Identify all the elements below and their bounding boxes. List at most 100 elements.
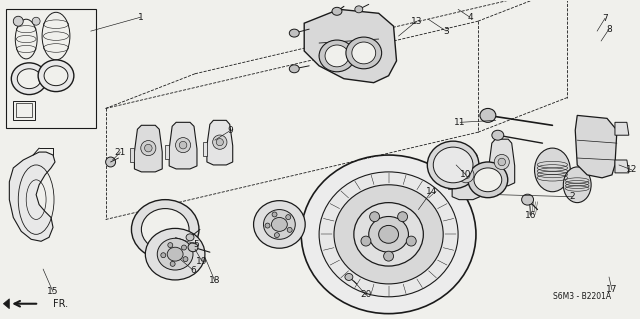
Ellipse shape — [332, 7, 342, 15]
Circle shape — [145, 144, 152, 152]
Bar — [13, 100, 35, 120]
Text: 11: 11 — [454, 118, 466, 127]
Circle shape — [406, 236, 416, 246]
Text: 18: 18 — [209, 277, 221, 286]
Ellipse shape — [468, 162, 508, 198]
Text: 14: 14 — [426, 187, 437, 196]
Circle shape — [179, 141, 187, 149]
Polygon shape — [575, 115, 617, 178]
Circle shape — [168, 243, 173, 248]
Circle shape — [13, 16, 23, 26]
Text: 12: 12 — [626, 166, 637, 174]
Ellipse shape — [352, 42, 376, 64]
Polygon shape — [485, 162, 489, 176]
Ellipse shape — [319, 172, 458, 297]
Circle shape — [182, 245, 186, 250]
Text: 7: 7 — [602, 14, 608, 23]
Circle shape — [183, 257, 188, 262]
Ellipse shape — [38, 60, 74, 92]
Ellipse shape — [12, 63, 47, 94]
Polygon shape — [448, 175, 452, 189]
Polygon shape — [134, 125, 162, 172]
Ellipse shape — [522, 194, 534, 205]
Ellipse shape — [379, 226, 399, 243]
Ellipse shape — [131, 200, 199, 259]
Text: 17: 17 — [606, 286, 618, 294]
Polygon shape — [207, 120, 233, 165]
Circle shape — [287, 227, 292, 232]
Polygon shape — [615, 122, 629, 135]
Ellipse shape — [334, 185, 443, 284]
Polygon shape — [489, 139, 515, 186]
Text: 2: 2 — [570, 192, 575, 201]
Text: 21: 21 — [115, 148, 126, 157]
Ellipse shape — [474, 168, 502, 192]
Circle shape — [462, 171, 470, 179]
Ellipse shape — [369, 217, 408, 252]
Ellipse shape — [355, 6, 363, 13]
Text: 3: 3 — [444, 26, 449, 36]
Circle shape — [170, 261, 175, 266]
Ellipse shape — [17, 69, 41, 89]
Ellipse shape — [186, 234, 194, 241]
Polygon shape — [169, 122, 197, 169]
Ellipse shape — [480, 108, 496, 122]
Polygon shape — [131, 148, 134, 162]
Polygon shape — [452, 151, 480, 200]
Circle shape — [32, 17, 40, 25]
Circle shape — [212, 135, 227, 149]
Polygon shape — [304, 9, 397, 83]
Circle shape — [494, 154, 509, 169]
Ellipse shape — [289, 29, 300, 37]
Circle shape — [175, 137, 191, 153]
Ellipse shape — [157, 238, 193, 270]
Ellipse shape — [563, 167, 591, 203]
Text: 8: 8 — [606, 25, 612, 33]
Ellipse shape — [354, 203, 423, 266]
Text: S6M3 - B2201A: S6M3 - B2201A — [554, 292, 612, 301]
Circle shape — [383, 251, 394, 261]
Text: 1: 1 — [138, 13, 143, 22]
Circle shape — [161, 253, 166, 258]
Text: 20: 20 — [360, 290, 371, 299]
Ellipse shape — [492, 130, 504, 140]
Ellipse shape — [325, 45, 349, 67]
Text: 15: 15 — [47, 287, 59, 296]
Ellipse shape — [433, 147, 473, 183]
Text: FR.: FR. — [53, 299, 68, 309]
Bar — [6, 9, 96, 128]
Circle shape — [361, 236, 371, 246]
Ellipse shape — [44, 66, 68, 85]
Circle shape — [370, 212, 380, 222]
Text: 16: 16 — [525, 211, 536, 220]
Circle shape — [141, 141, 156, 156]
Bar — [16, 103, 32, 117]
Text: 19: 19 — [196, 256, 208, 266]
Text: 6: 6 — [190, 265, 196, 275]
Ellipse shape — [428, 141, 479, 189]
Polygon shape — [10, 152, 55, 241]
Circle shape — [397, 212, 408, 222]
Ellipse shape — [319, 40, 355, 72]
Ellipse shape — [145, 228, 205, 280]
Ellipse shape — [345, 273, 353, 280]
Circle shape — [275, 233, 280, 238]
Text: 4: 4 — [467, 13, 473, 22]
Ellipse shape — [271, 218, 287, 231]
Ellipse shape — [264, 210, 295, 239]
Ellipse shape — [188, 243, 198, 252]
Text: 13: 13 — [411, 17, 422, 26]
Ellipse shape — [167, 247, 183, 261]
Text: 10: 10 — [460, 170, 472, 179]
Circle shape — [106, 157, 116, 167]
Circle shape — [458, 167, 474, 183]
Ellipse shape — [346, 37, 381, 69]
Text: 5: 5 — [193, 240, 199, 249]
Ellipse shape — [301, 155, 476, 314]
Circle shape — [265, 223, 270, 228]
Ellipse shape — [289, 65, 300, 73]
Ellipse shape — [534, 148, 570, 192]
Ellipse shape — [141, 209, 189, 250]
Circle shape — [216, 138, 223, 146]
Circle shape — [272, 212, 277, 217]
